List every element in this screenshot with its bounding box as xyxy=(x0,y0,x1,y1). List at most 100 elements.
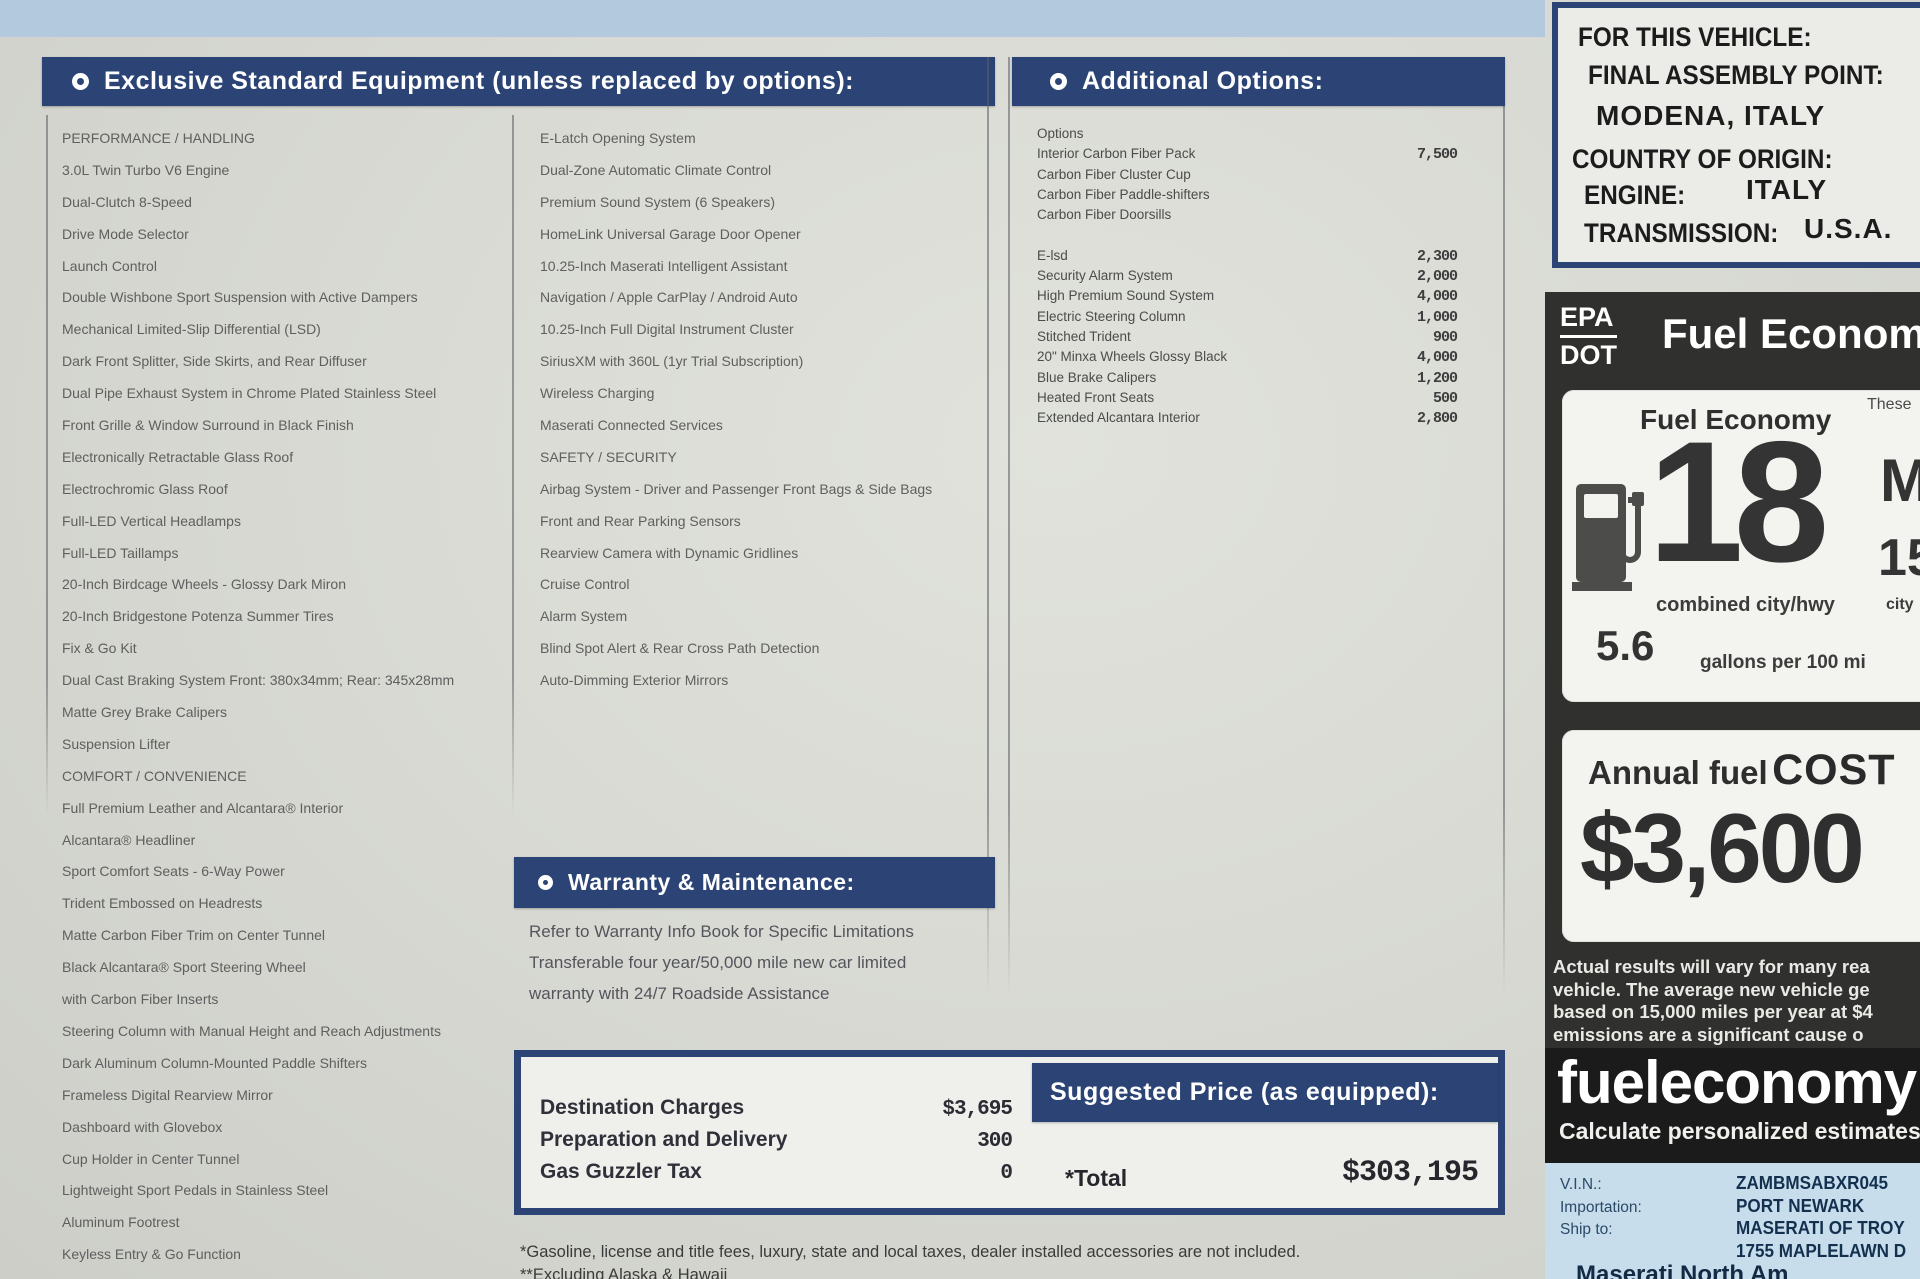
option-label: Blue Brake Calipers xyxy=(1037,369,1157,385)
option-price xyxy=(1357,187,1457,207)
additional-options-header: Additional Options: xyxy=(1012,57,1505,106)
annual-fuel-value: $3,600 xyxy=(1580,793,1865,903)
equipment-item: SAFETY / SECURITY xyxy=(540,448,677,465)
shipping-row-label: Ship to: xyxy=(1560,1221,1613,1238)
equipment-item: Lightweight Sport Pedals in Stainless St… xyxy=(62,1182,329,1199)
equipment-item: PERFORMANCE / HANDLING xyxy=(62,130,255,146)
option-label: Carbon Fiber Paddle-shifters xyxy=(1037,186,1210,202)
warranty-body: Refer to Warranty Info Book for Specific… xyxy=(529,922,999,1015)
equipment-item: Launch Control xyxy=(62,257,157,274)
option-row: 20" Minxa Wheels Glossy Black 4,000 xyxy=(1037,349,1458,369)
option-price: 4,000 xyxy=(1416,288,1458,306)
epa-label: EPA xyxy=(1560,304,1617,338)
transmission-value: U.S.A. xyxy=(1804,213,1893,244)
options-right-rule xyxy=(1503,57,1505,995)
vehicle-info-box: FOR THIS VEHICLE: FINAL ASSEMBLY POINT: … xyxy=(1552,2,1920,268)
equipment-item: 20-Inch Birdcage Wheels - Glossy Dark Mi… xyxy=(62,576,346,593)
option-label: Security Alarm System xyxy=(1037,268,1173,284)
equipment-item: HomeLink Universal Garage Door Opener xyxy=(540,225,801,242)
equipment-item: Matte Carbon Fiber Trim on Center Tunnel xyxy=(62,927,326,944)
charge-label: Destination Charges xyxy=(540,1096,745,1119)
equipment-right-rule xyxy=(987,57,989,995)
option-label: Options xyxy=(1037,126,1084,141)
equipment-item: Alcantara® Headliner xyxy=(62,831,196,848)
charge-row: Preparation and Delivery 300 xyxy=(540,1128,1013,1160)
equipment-item: Auto-Dimming Exterior Mirrors xyxy=(540,672,729,689)
option-price: 2,800 xyxy=(1416,410,1458,428)
transmission-label: TRANSMISSION: xyxy=(1584,218,1779,248)
shipping-footer: Maserati North Am xyxy=(1576,1261,1789,1279)
shipping-rows: V.I.N.: ZAMBMSABXR045 Importation: PORT … xyxy=(1560,1173,1916,1263)
standard-equipment-header: Exclusive Standard Equipment (unless rep… xyxy=(42,57,995,106)
equipment-item: 10.25-Inch Full Digital Instrument Clust… xyxy=(540,321,794,338)
warranty-line: warranty with 24/7 Roadside Assistance xyxy=(529,984,830,1003)
shipping-row-label: V.I.N.: xyxy=(1560,1176,1602,1193)
epa-dot-block: EPA DOT xyxy=(1560,304,1617,369)
option-row: Options xyxy=(1037,126,1457,146)
option-price xyxy=(1357,227,1457,247)
equipment-item: Suspension Lifter xyxy=(62,735,171,752)
option-row: High Premium Sound System 4,000 xyxy=(1037,288,1458,308)
disclaimer-line: emissions are a significant cause o xyxy=(1553,1023,1864,1045)
equipment-item: Alarm System xyxy=(540,608,628,625)
footnote-1: *Gasoline, license and title fees, luxur… xyxy=(520,1243,1301,1261)
option-price xyxy=(1357,207,1457,227)
equipment-item: Airbag System - Driver and Passenger Fro… xyxy=(540,480,933,497)
option-price: 1,200 xyxy=(1416,369,1458,387)
city-label: city xyxy=(1886,596,1914,613)
option-label: Interior Carbon Fiber Pack xyxy=(1037,146,1196,162)
disclaimer-line: based on 15,000 miles per year at $4 xyxy=(1553,1001,1873,1022)
charge-row: Destination Charges $3,695 xyxy=(540,1096,1013,1128)
equipment-item: Matte Grey Brake Calipers xyxy=(62,704,227,721)
annual-label: Annual fuel xyxy=(1588,754,1768,791)
equipment-item: Mechanical Limited-Slip Differential (LS… xyxy=(62,321,321,338)
equipment-column-divider xyxy=(512,115,514,815)
equipment-item: Aluminum Footrest xyxy=(62,1214,180,1231)
equipment-item: Steering Column with Manual Height and R… xyxy=(62,1022,441,1039)
option-price xyxy=(1357,126,1457,146)
fueleconomy-site-box: fueleconomy Calculate personalized estim… xyxy=(1545,1048,1920,1163)
standard-equipment-col1: PERFORMANCE / HANDLING 3.0L Twin Turbo V6… xyxy=(62,130,502,1278)
annual-fuel-cost-card: Annual fuel COST $3,600 xyxy=(1562,730,1920,942)
equipment-item: Navigation / Apple CarPlay / Android Aut… xyxy=(540,289,798,306)
equipment-item: Electrochromic Glass Roof xyxy=(62,480,228,497)
standard-equipment-title: Exclusive Standard Equipment (unless rep… xyxy=(104,67,854,95)
charge-row: Gas Guzzler Tax 0 xyxy=(540,1160,1013,1192)
section-bullet-icon xyxy=(538,875,553,890)
shipping-row: V.I.N.: ZAMBMSABXR045 xyxy=(1560,1173,1916,1196)
option-label xyxy=(1037,227,1357,247)
fueleconomy-site: fueleconomy xyxy=(1557,1049,1917,1116)
equipment-item: E-Latch Opening System xyxy=(540,130,696,146)
option-price: 2,000 xyxy=(1416,268,1458,286)
equipment-item: Wireless Charging xyxy=(540,385,655,402)
equipment-item: Dark Aluminum Column-Mounted Paddle Shif… xyxy=(62,1054,368,1071)
assembly-point-value: MODENA, ITALY xyxy=(1596,100,1826,131)
equipment-item: Trident Embossed on Headrests xyxy=(62,895,263,912)
equipment-item: Sport Comfort Seats - 6-Way Power xyxy=(62,863,285,880)
dot-label: DOT xyxy=(1560,340,1617,370)
engine-value: ITALY xyxy=(1746,174,1828,205)
mpg-unit-cut: M xyxy=(1880,447,1920,514)
footnote-2: **Excluding Alaska & Hawaii xyxy=(520,1266,728,1279)
shipping-row: 1755 MAPLELAWN D xyxy=(1560,1241,1916,1264)
equipment-item: with Carbon Fiber Inserts xyxy=(62,991,219,1008)
combined-label: combined city/hwy xyxy=(1656,594,1835,616)
charges-list: Destination Charges $3,695 Preparation a… xyxy=(540,1096,1013,1192)
annual-fuel-label: Annual fuel COST xyxy=(1588,746,1896,795)
standard-equipment-col2: E-Latch Opening System Dual-Zone Automati… xyxy=(540,130,990,704)
equipment-item: Front and Rear Parking Sensors xyxy=(540,512,741,529)
option-price: 1,000 xyxy=(1416,308,1458,326)
total-label: *Total xyxy=(1065,1165,1128,1191)
option-row: Carbon Fiber Doorsills xyxy=(1037,207,1457,227)
country-origin-label: COUNTRY OF ORIGIN: xyxy=(1572,144,1833,174)
total-value: $303,195 xyxy=(1341,1156,1479,1190)
option-price: 900 xyxy=(1432,328,1458,346)
warranty-header: Warranty & Maintenance: xyxy=(514,857,995,908)
equipment-item: 20-Inch Bridgestone Potenza Summer Tires xyxy=(62,608,334,625)
gallons-per-100-value: 5.6 xyxy=(1596,622,1655,669)
option-row: Security Alarm System 2,000 xyxy=(1037,268,1458,288)
shipping-area: V.I.N.: ZAMBMSABXR045 Importation: PORT … xyxy=(1545,1163,1920,1279)
disclaimer-line: Actual results will vary for many rea xyxy=(1553,956,1870,977)
equipment-item: Full-LED Taillamps xyxy=(62,544,179,561)
options-left-rule xyxy=(1008,57,1010,995)
